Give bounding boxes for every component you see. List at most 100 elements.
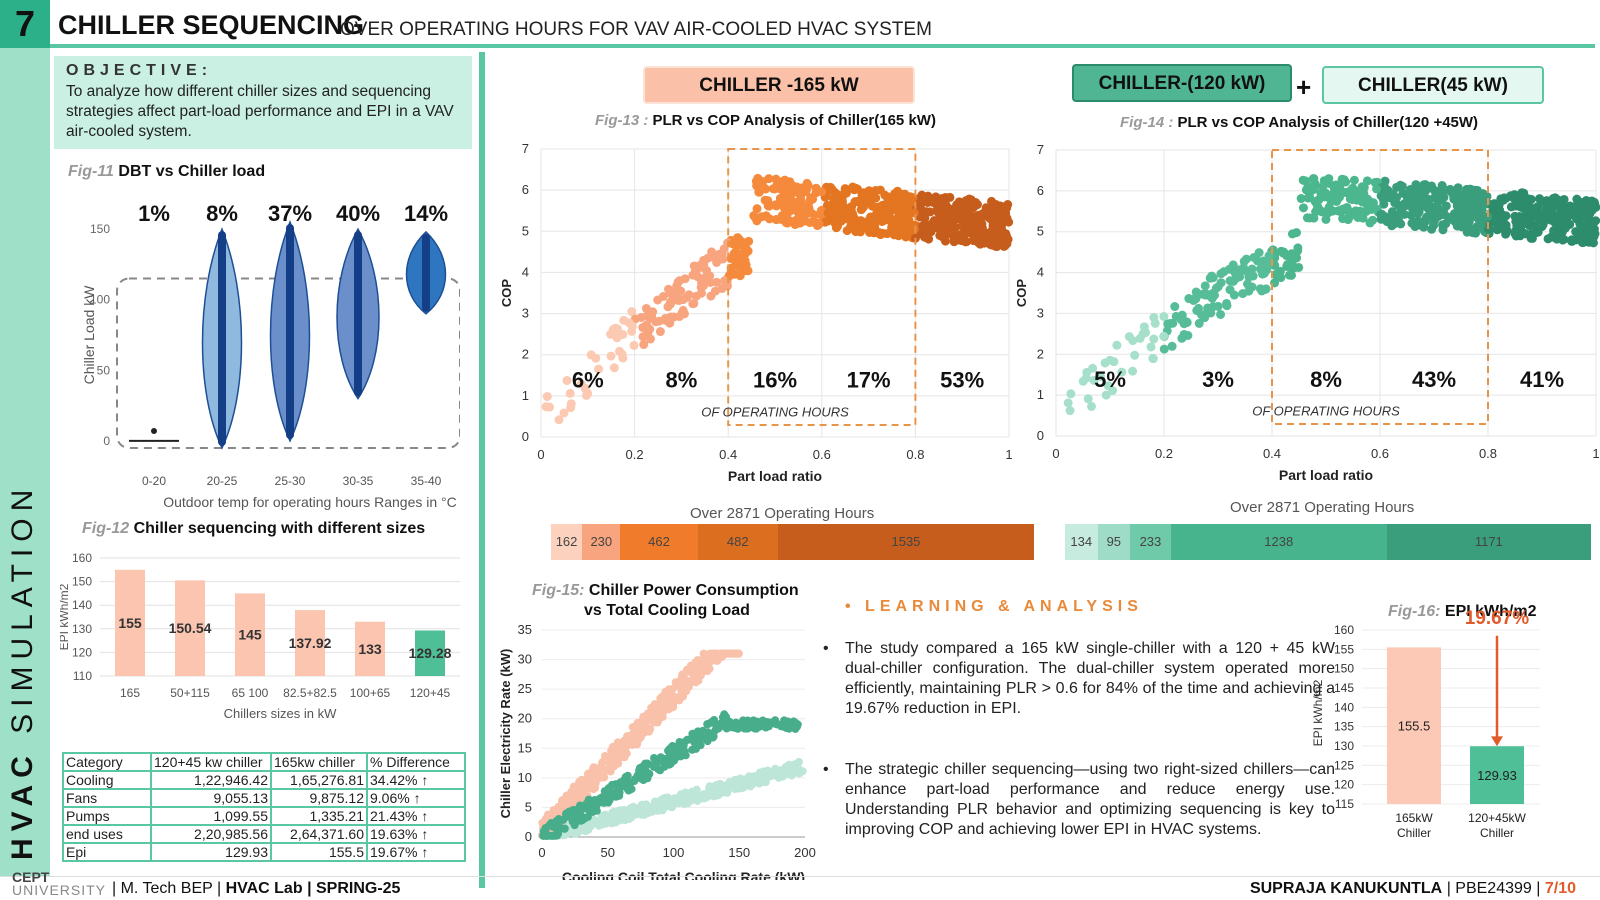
fig14-note: OF OPERATING HOURS (1252, 404, 1400, 419)
fig11-ytick-label: 0 (103, 434, 110, 448)
fig12-bar-label: 137.92 (289, 635, 332, 651)
fig13-data-point (740, 249, 750, 259)
fig13-data-point (663, 302, 673, 312)
fig15-data-point-dual (584, 795, 593, 804)
fig14-data-point (1301, 176, 1311, 186)
fig14-data-point (1372, 184, 1382, 194)
fig16-ytick-label: 160 (1334, 623, 1354, 637)
table-cell: 1,099.55 (150, 806, 272, 826)
table-cell: 21.43% ↑ (366, 806, 466, 826)
fig14-data-point (1441, 201, 1451, 211)
fig12-bar-label: 133 (358, 641, 382, 657)
fig14-data-point (1441, 219, 1451, 229)
fig15-data-point-dual (656, 753, 665, 762)
fig13-ytick-label: 4 (522, 264, 529, 279)
fig14-xtick-label: 0.2 (1155, 446, 1173, 461)
fig15-data-point-light (635, 809, 644, 818)
fig15-data-point-165 (653, 716, 662, 725)
fig14-data-point (1177, 333, 1187, 343)
fig14-data-point (1216, 309, 1226, 319)
fig14-data-point (1135, 333, 1145, 343)
fig14-data-point (1112, 340, 1122, 350)
fig14-data-point (1540, 215, 1550, 225)
fig13-data-point (594, 364, 604, 374)
fig13-data-point (609, 363, 619, 373)
fig13-data-point (831, 223, 841, 233)
fig16-xtick-label: Chiller (1480, 826, 1514, 840)
fig13-number: Fig-13 : (595, 112, 649, 129)
fig15-data-point-165 (656, 694, 665, 703)
fig15-data-point-dual (681, 751, 690, 760)
page-title: CHILLER SEQUENCING (58, 10, 365, 40)
fig13-data-point (836, 202, 846, 212)
fig14-data-point (1117, 367, 1127, 377)
fig14-data-point (1336, 205, 1346, 215)
fig14-data-point (1249, 252, 1259, 262)
fig13-hours-segment: 1535 (777, 524, 1034, 560)
fig14-data-point (1343, 215, 1353, 225)
fig15-data-point-light (730, 785, 739, 794)
fig13-data-point (948, 204, 958, 214)
fig15-data-point-light (794, 757, 803, 766)
fig15-data-point-dual (788, 723, 797, 732)
fig15-scatter-chart: 0 50 100 150 200 0 5 10 15 20 25 30 35 Chiller Electr… (498, 622, 816, 880)
fig14-data-point (1101, 390, 1111, 400)
fig14-data-point (1100, 358, 1110, 368)
fig11-share-label: 1% (138, 201, 170, 226)
fig15-data-point-light (778, 769, 787, 778)
table-cell: Pumps (62, 806, 152, 826)
fig12-ytick-label: 150 (72, 575, 92, 589)
fig15-data-point-light (730, 775, 739, 784)
fig13-data-point (696, 282, 706, 292)
fig11-violin-0-20-point (151, 428, 157, 434)
fig14-data-point (1376, 210, 1386, 220)
fig13-data-point (890, 195, 900, 205)
fig14-data-point (1083, 394, 1093, 404)
fig14-data-point (1572, 194, 1582, 204)
fig13-data-point (945, 192, 955, 202)
fig15-title-line2: vs Total Cooling Load (584, 602, 750, 619)
fig12-bar (415, 630, 445, 676)
fig14-data-point (1513, 213, 1523, 223)
fig14-data-point (1095, 372, 1105, 382)
table-header-cell: 165kw chiller (270, 752, 368, 772)
fig15-data-point-light (716, 782, 725, 791)
table-cell: 9,055.13 (150, 788, 272, 808)
table-cell: 19.67% ↑ (366, 842, 466, 862)
fig14-data-point (1194, 318, 1204, 328)
fig12-ytick-label: 120 (72, 645, 92, 659)
fig13-data-point (754, 187, 764, 197)
table-cell: end uses (62, 824, 152, 844)
fig13-data-point (660, 313, 670, 323)
fig14-xtick-label: 0 (1052, 446, 1059, 461)
fig12-bar-label: 150.54 (169, 620, 212, 636)
fig14-data-point (1397, 181, 1407, 191)
fig15-title-text: Chiller Power Consumption (588, 582, 799, 599)
fig13-data-point (706, 291, 716, 301)
fig15-data-point-165 (605, 764, 614, 773)
fig13-data-point (840, 187, 850, 197)
footer-student-id: | PBE24399 | (1446, 880, 1541, 897)
fig13-data-point (920, 213, 930, 223)
fig15-data-point-165 (562, 791, 571, 800)
fig14-data-point (1066, 389, 1076, 399)
fig14-data-point (1089, 375, 1099, 385)
fig13-data-point (627, 321, 637, 331)
fig13-data-point (673, 295, 683, 305)
fig15-data-point-dual (721, 713, 730, 722)
fig14-data-point (1496, 211, 1506, 221)
fig16-xtick-label: Chiller (1397, 826, 1431, 840)
fig15-data-point-dual (746, 720, 755, 729)
fig12-bar-label: 129.28 (409, 645, 452, 661)
fig15-data-point-165 (648, 716, 657, 725)
fig14-data-point (1296, 194, 1306, 204)
fig15-data-point-light (570, 829, 579, 838)
fig13-hours-strip: 162 230 462 482 1535 (551, 524, 1034, 560)
fig13-ytick-label: 1 (522, 388, 529, 403)
fig13-data-point (811, 188, 821, 198)
table-cell: 1,65,276.81 (270, 770, 368, 790)
fig13-data-point (658, 291, 668, 301)
fig14-data-point (1305, 213, 1315, 223)
fig15-data-point-dual (695, 740, 704, 749)
fig13-hours-segment: 230 (582, 524, 621, 560)
